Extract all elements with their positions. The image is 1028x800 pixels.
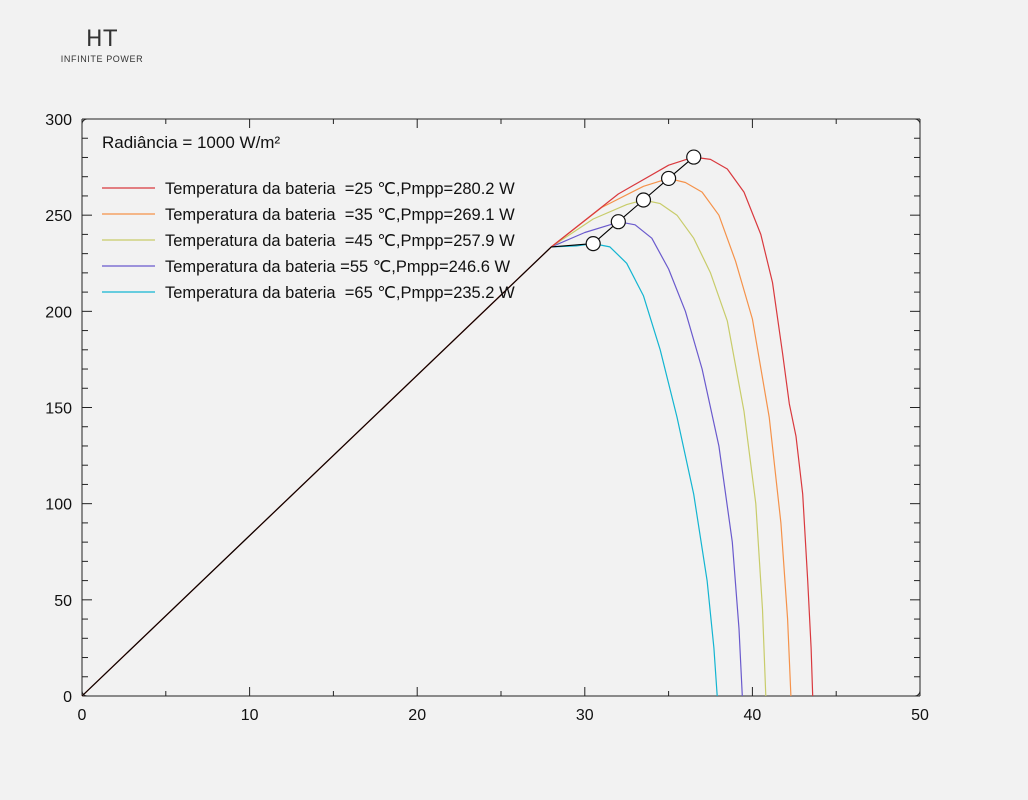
series-line-3 [81, 221, 743, 697]
y-tick-label: 100 [45, 497, 72, 514]
legend: Temperatura da bateria =25 ℃,Pmpp=280.2 … [102, 180, 515, 302]
legend-label-1: Temperatura da bateria =35 ℃,Pmpp=269.1 … [165, 206, 515, 224]
series-line-4 [81, 243, 718, 697]
x-tick-label: 10 [241, 707, 259, 724]
irradiance-annotation: Radiância = 1000 W/m² [102, 133, 280, 152]
mpp-marker-2 [635, 192, 652, 208]
x-tick-label: 50 [911, 707, 929, 724]
logo-mark: HT [86, 27, 118, 52]
legend-label-4: Temperatura da bateria =65 ℃,Pmpp=235.2 … [165, 284, 515, 302]
mpp-marker-1 [660, 170, 677, 187]
mpp-marker-3 [610, 214, 626, 230]
y-tick-label: 250 [45, 208, 72, 225]
mpp-marker-4 [585, 236, 601, 252]
series-line-1 [81, 177, 792, 697]
logo-tagline: INFINITE POWER [60, 54, 144, 64]
series-line-2 [81, 199, 767, 697]
y-tick-label: 300 [45, 112, 72, 129]
y-tick-label: 50 [54, 593, 72, 610]
axis-ticks: 0 10 20 30 40 50 0 50 100 150 200 250 300 [45, 112, 929, 724]
legend-label-0: Temperatura da bateria =25 ℃,Pmpp=280.2 … [165, 180, 515, 198]
brand-logo: HT INFINITE POWER [54, 27, 150, 65]
x-tick-label: 0 [78, 707, 87, 724]
y-tick-label: 150 [45, 401, 72, 418]
x-tick-label: 40 [744, 707, 762, 724]
y-tick-label: 200 [45, 304, 72, 321]
x-tick-label: 20 [408, 707, 426, 724]
series-line-0 [81, 156, 814, 697]
y-tick-label: 0 [63, 689, 72, 706]
mpp-markers [585, 149, 702, 252]
legend-label-3: Temperatura da bateria =55 ℃,Pmpp=246.6 … [165, 258, 510, 276]
legend-label-2: Temperatura da bateria =45 ℃,Pmpp=257.9 … [165, 232, 515, 250]
mpp-marker-0 [686, 149, 702, 165]
x-tick-label: 30 [576, 707, 594, 724]
